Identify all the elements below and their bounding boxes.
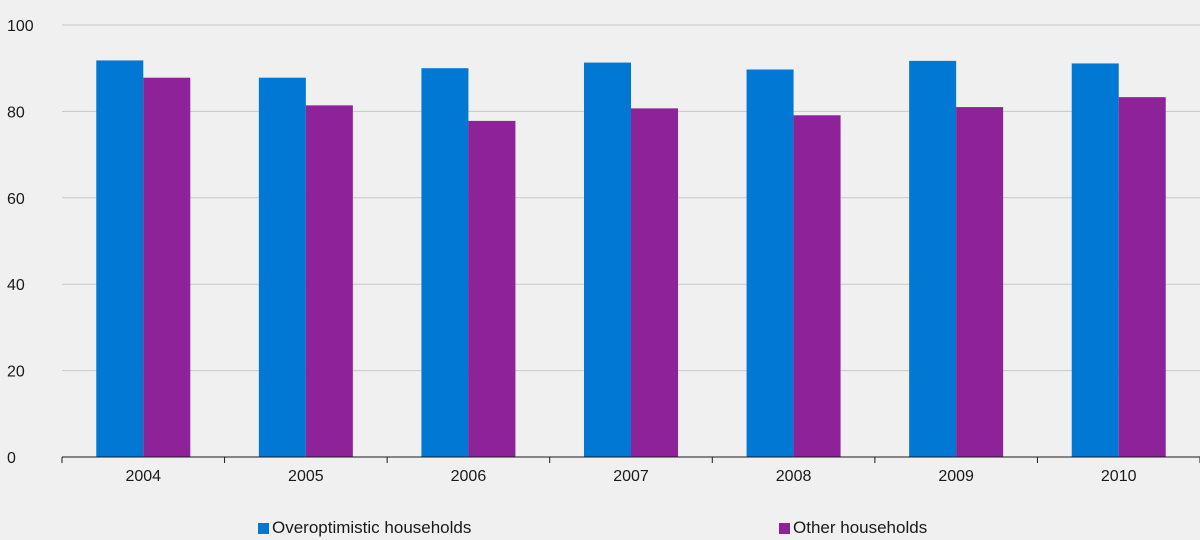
x-tick-label: 2006 <box>451 468 487 485</box>
y-tick-label: 80 <box>7 104 25 121</box>
y-tick-label: 100 <box>7 18 34 35</box>
legend-item-overoptimistic: Overoptimistic households <box>258 518 471 538</box>
bar <box>143 77 191 457</box>
y-tick-label: 40 <box>7 277 25 294</box>
y-tick-label: 0 <box>7 450 16 467</box>
legend-label-other: Other households <box>793 518 928 537</box>
legend-label-overoptimistic: Overoptimistic households <box>272 518 472 537</box>
x-tick-label: 2008 <box>776 468 812 485</box>
y-tick-label: 60 <box>7 191 25 208</box>
bar <box>421 68 469 457</box>
legend-swatch-overoptimistic <box>258 522 269 534</box>
bar <box>96 60 144 457</box>
bar <box>746 69 794 457</box>
legend: Overoptimistic households Other househol… <box>0 518 1200 540</box>
x-tick-label: 2005 <box>288 468 324 485</box>
legend-item-other: Other households <box>779 518 927 538</box>
x-tick-label: 2004 <box>125 468 161 485</box>
bar <box>909 60 957 458</box>
bar <box>468 120 516 458</box>
bar <box>793 115 841 458</box>
bar <box>1071 63 1119 458</box>
bar <box>1118 97 1166 458</box>
x-tick-label: 2007 <box>613 468 649 485</box>
bar <box>258 77 306 457</box>
x-tick-label: 2009 <box>938 468 974 485</box>
bar <box>584 62 631 458</box>
x-tick-label: 2010 <box>1101 468 1137 485</box>
bar <box>305 105 353 458</box>
legend-swatch-other <box>779 522 790 534</box>
y-tick-label: 20 <box>7 364 25 381</box>
bar <box>956 107 1004 457</box>
bar <box>631 108 678 457</box>
